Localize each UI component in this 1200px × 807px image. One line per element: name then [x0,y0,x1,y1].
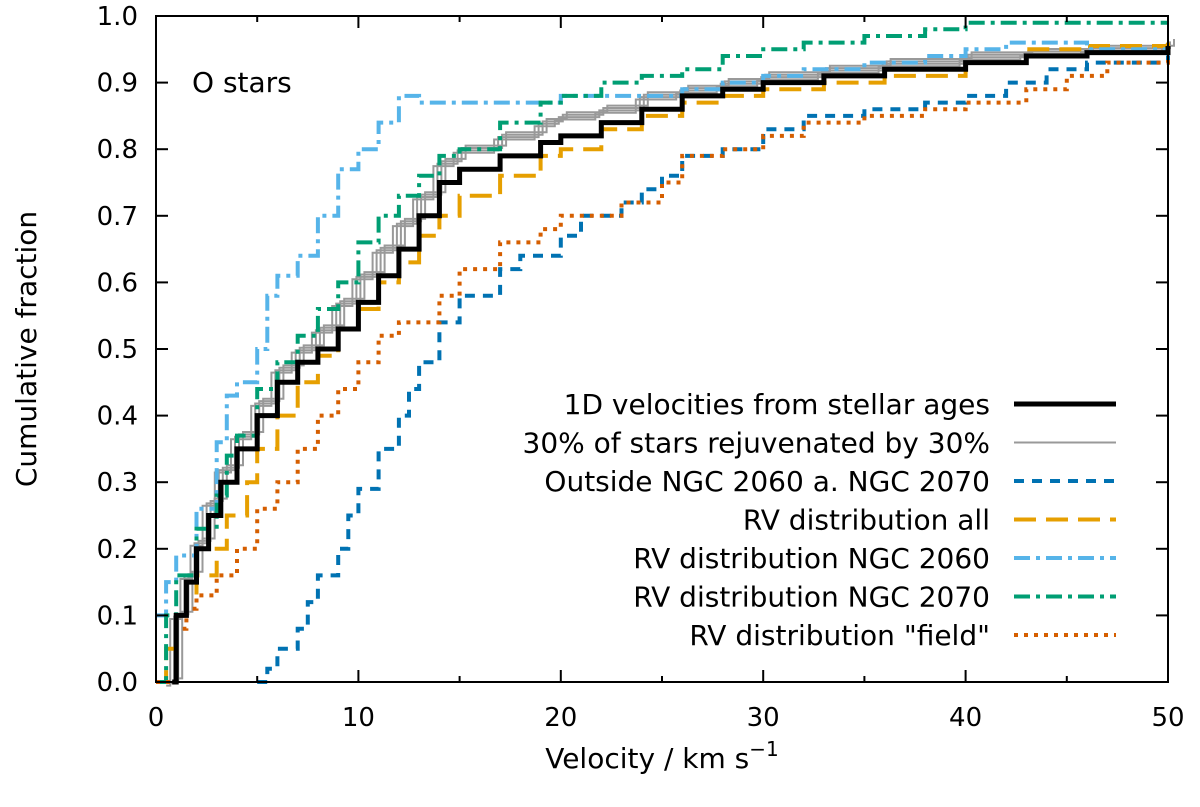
legend-label-6: RV distribution "field" [689,619,990,652]
y-tick-label-3: 0.3 [97,468,138,498]
y-tick-label-6: 0.6 [97,268,138,298]
series-line-1-variant-3 [178,39,1175,680]
y-tick-label-7: 0.7 [97,202,138,232]
legend-label-5: RV distribution NGC 2070 [633,581,990,614]
x-tick-label-0: 0 [148,703,165,733]
y-tick-label-0: 0.0 [97,668,138,698]
x-tick-label-50: 50 [1151,703,1184,733]
legend-label-0: 1D velocities from stellar ages [564,388,990,421]
x-tick-label-20: 20 [544,703,577,733]
series-line-5 [156,20,1168,684]
x-axis-title-text: Velocity / km s [545,742,749,775]
legend-label-3: RV distribution all [743,504,990,537]
x-axis-title-superscript: −1 [749,737,778,761]
x-tick-label-40: 40 [949,703,982,733]
y-tick-label-2: 0.2 [97,535,138,565]
legend-label-1: 30% of stars rejuvenated by 30% [523,427,990,460]
series-line-2 [257,49,1170,684]
y-tick-label-9: 0.9 [97,69,138,99]
x-axis-title: Velocity / km s−1 [545,737,779,775]
legend: 1D velocities from stellar ages 30% of st… [523,388,1116,652]
series-line-4 [156,40,1170,618]
series-line-0 [172,46,1171,685]
x-tick-label-10: 10 [342,703,375,733]
series-layer [156,20,1175,687]
y-tick-label-5: 0.5 [97,335,138,365]
y-tick-label-1: 0.1 [97,601,138,631]
y-tick-label-8: 0.8 [97,135,138,165]
x-tick-label-30: 30 [747,703,780,733]
legend-label-2: Outside NGC 2060 a. NGC 2070 [544,465,990,498]
y-axis-title: Cumulative fraction [10,211,43,487]
legend-label-4: RV distribution NGC 2060 [633,542,990,575]
ticks-layer: 0 10 20 30 40 50 0.0 0.1 0.2 0.3 0.4 0.5 0.6 0.7 0.8 0.… [97,2,1185,733]
series-line-6 [156,56,1170,684]
y-tick-label-10: 1.0 [97,2,138,32]
annotation-o-stars: O stars [192,66,292,99]
y-tick-label-4: 0.4 [97,402,138,432]
